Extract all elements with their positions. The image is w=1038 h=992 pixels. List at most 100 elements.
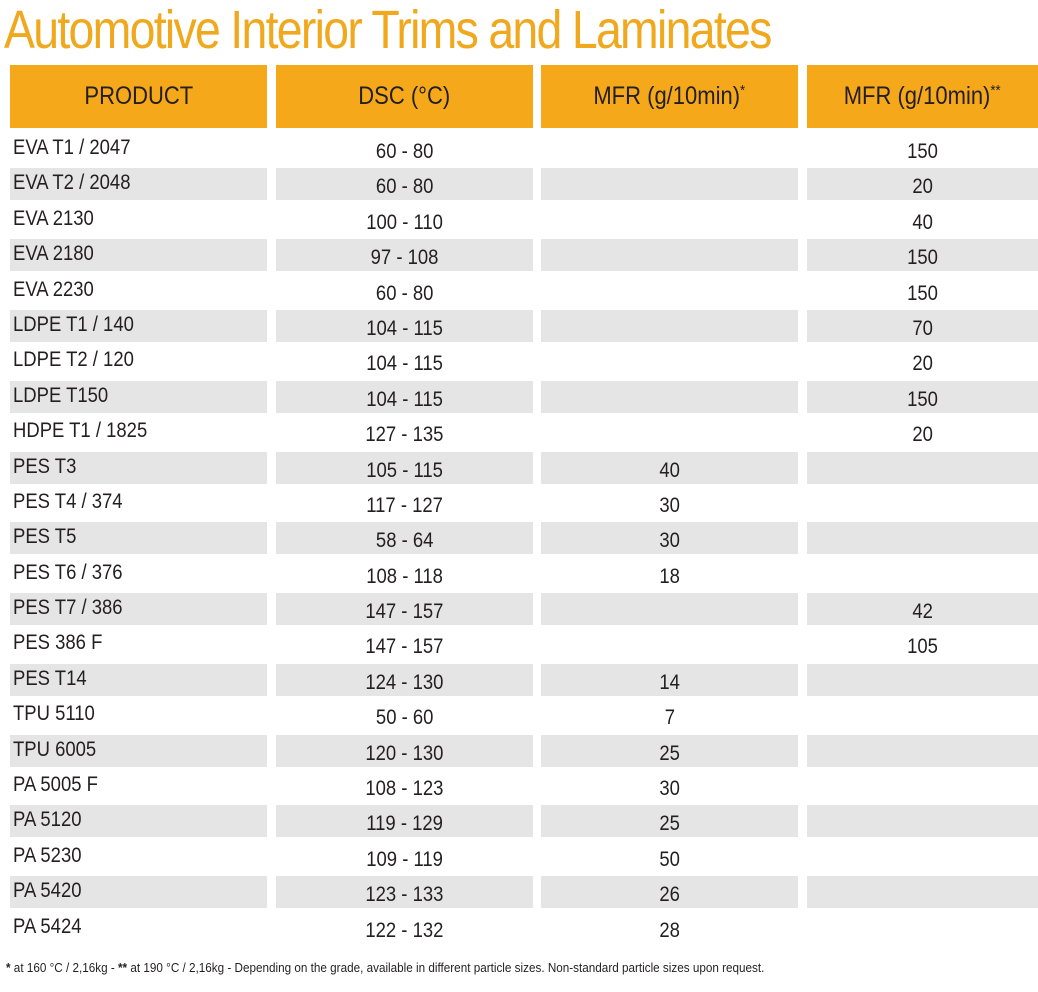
mfr-190-cell-text xyxy=(807,459,1038,483)
product-cell: PES T6 / 376 xyxy=(10,558,267,590)
dsc-cell-value: 105 - 115 xyxy=(366,458,443,482)
dsc-cell: 104 - 115 xyxy=(276,309,533,342)
table-row: TPU 5110 50 - 60 7 xyxy=(0,699,1038,734)
dsc-cell: 60 - 80 xyxy=(276,133,533,165)
product-cell-text: LDPE T150 xyxy=(13,383,109,407)
mfr-160-cell-text: 30 xyxy=(541,494,798,518)
mfr-160-cell-text xyxy=(541,388,798,412)
product-cell-text: EVA T2 / 2048 xyxy=(13,171,131,195)
table-row: PES 386 F 147 - 157 105 xyxy=(0,628,1038,663)
dsc-cell-value: 58 - 64 xyxy=(375,529,434,553)
mfr-160-cell: 25 xyxy=(541,805,798,838)
dsc-cell: 108 - 123 xyxy=(276,770,533,802)
mfr-190-cell-text: 150 xyxy=(807,388,1038,412)
mfr-190-cell xyxy=(807,876,1038,909)
mfr-190-cell: 150 xyxy=(807,239,1038,272)
table-row: PA 5230 109 - 119 50 xyxy=(0,841,1038,876)
dsc-cell-text: 123 - 133 xyxy=(276,883,533,907)
product-cell: LDPE T2 / 120 xyxy=(10,345,267,377)
product-cell: HDPE T1 / 1825 xyxy=(10,416,267,448)
mfr-160-cell-text xyxy=(541,635,798,659)
table-row: LDPE T1 / 140 104 - 115 70 xyxy=(0,309,1038,345)
dsc-cell-text: 104 - 115 xyxy=(276,317,533,341)
product-cell: EVA T2 / 2048 xyxy=(10,168,267,201)
mfr-160-cell-value: 25 xyxy=(659,741,680,765)
dsc-cell-text: 50 - 60 xyxy=(276,706,533,730)
table-row: PES T4 / 374 117 - 127 30 xyxy=(0,487,1038,522)
mfr-190-cell-text: 105 xyxy=(807,635,1038,659)
dsc-cell-text: 60 - 80 xyxy=(276,175,533,199)
product-cell: EVA T1 / 2047 xyxy=(10,133,267,165)
product-cell: PA 5230 xyxy=(10,841,267,873)
mfr-160-cell-value: 50 xyxy=(659,847,680,871)
mfr-160-cell-value: 30 xyxy=(659,493,680,517)
table-row: PES T5 58 - 64 30 xyxy=(0,522,1038,557)
product-cell: PES T4 / 374 xyxy=(10,487,267,519)
mfr-190-cell-text: 150 xyxy=(807,246,1038,270)
table-row: EVA 2130 100 - 110 40 xyxy=(0,204,1038,239)
dsc-cell-value: 104 - 115 xyxy=(366,316,443,340)
column-header-product-label: PRODUCT xyxy=(84,82,193,110)
dsc-cell-value: 124 - 130 xyxy=(365,670,444,694)
dsc-cell-text: 104 - 115 xyxy=(276,352,533,376)
product-cell: PA 5005 F xyxy=(10,770,267,802)
mfr-160-cell: 28 xyxy=(541,912,798,944)
product-cell-text: PES T4 / 374 xyxy=(13,489,123,513)
mfr-190-cell-text xyxy=(807,883,1038,907)
mfr-160-cell-text xyxy=(541,140,798,164)
product-cell: PA 5424 xyxy=(10,912,267,944)
column-header-dsc-label: DSC (°C) xyxy=(358,82,451,110)
mfr-160-cell-text xyxy=(541,352,798,376)
dsc-cell-text: 97 - 108 xyxy=(276,246,533,270)
mfr-190-cell-text xyxy=(807,565,1038,589)
dsc-cell-value: 97 - 108 xyxy=(370,246,439,270)
dsc-cell-value: 60 - 80 xyxy=(375,281,434,305)
dsc-cell-value: 50 - 60 xyxy=(375,706,434,730)
table-row: EVA 2180 97 - 108 150 xyxy=(0,239,1038,274)
dsc-cell: 50 - 60 xyxy=(276,699,533,731)
mfr-190-cell xyxy=(807,663,1038,696)
dsc-cell: 60 - 80 xyxy=(276,275,533,307)
table-row: LDPE T150 104 - 115 150 xyxy=(0,380,1038,416)
mfr-190-cell-text: 42 xyxy=(807,600,1038,624)
page-title: Automotive Interior Trims and Laminates xyxy=(4,0,772,60)
mfr-160-cell xyxy=(541,133,798,165)
mfr-190-cell-value: 20 xyxy=(912,352,933,376)
product-cell-text: PA 5120 xyxy=(13,808,82,832)
mfr-160-cell-value: 30 xyxy=(659,529,680,553)
product-cell-text: PES T6 / 376 xyxy=(13,560,123,584)
mfr-190-cell-value: 20 xyxy=(912,175,933,199)
mfr-190-cell xyxy=(807,841,1038,873)
product-cell-text: PA 5420 xyxy=(13,879,82,903)
product-cell-text: LDPE T1 / 140 xyxy=(13,312,134,336)
footnote-marker: * xyxy=(6,960,11,975)
product-cell: EVA 2130 xyxy=(10,204,267,236)
dsc-cell-value: 147 - 157 xyxy=(365,635,444,659)
product-cell: TPU 5110 xyxy=(10,699,267,731)
table-row: PES T3 105 - 115 40 xyxy=(0,451,1038,487)
mfr-160-cell-text xyxy=(541,211,798,235)
dsc-cell: 127 - 135 xyxy=(276,416,533,448)
mfr-160-cell-text: 40 xyxy=(541,459,798,483)
dsc-cell-value: 123 - 133 xyxy=(365,883,444,907)
mfr-190-cell-text xyxy=(807,671,1038,695)
dsc-cell-text: 109 - 119 xyxy=(276,848,533,872)
table-row: PA 5420 123 - 133 26 xyxy=(0,876,1038,911)
column-header-mfr-160: MFR (g/10min)* xyxy=(541,65,798,128)
product-cell-text: PES T3 xyxy=(13,454,77,478)
dsc-cell: 117 - 127 xyxy=(276,487,533,519)
mfr-190-cell-text xyxy=(807,777,1038,801)
table-row: PA 5120 119 - 129 25 xyxy=(0,805,1038,840)
product-cell-text: PES T5 xyxy=(13,525,77,549)
column-header-mfr-190-label: MFR (g/10min) xyxy=(844,82,991,110)
product-cell-text: PES T7 / 386 xyxy=(13,596,123,620)
mfr-190-cell-value: 105 xyxy=(907,635,938,659)
dsc-cell: 104 - 115 xyxy=(276,345,533,377)
product-cell-text: PES 386 F xyxy=(13,631,103,655)
dsc-cell-text: 100 - 110 xyxy=(276,211,533,235)
mfr-190-cell xyxy=(807,770,1038,802)
product-cell-text: LDPE T2 / 120 xyxy=(13,348,134,372)
product-cell-text: EVA 2230 xyxy=(13,277,94,301)
mfr-160-cell xyxy=(541,239,798,272)
mfr-160-cell-text: 30 xyxy=(541,777,798,801)
